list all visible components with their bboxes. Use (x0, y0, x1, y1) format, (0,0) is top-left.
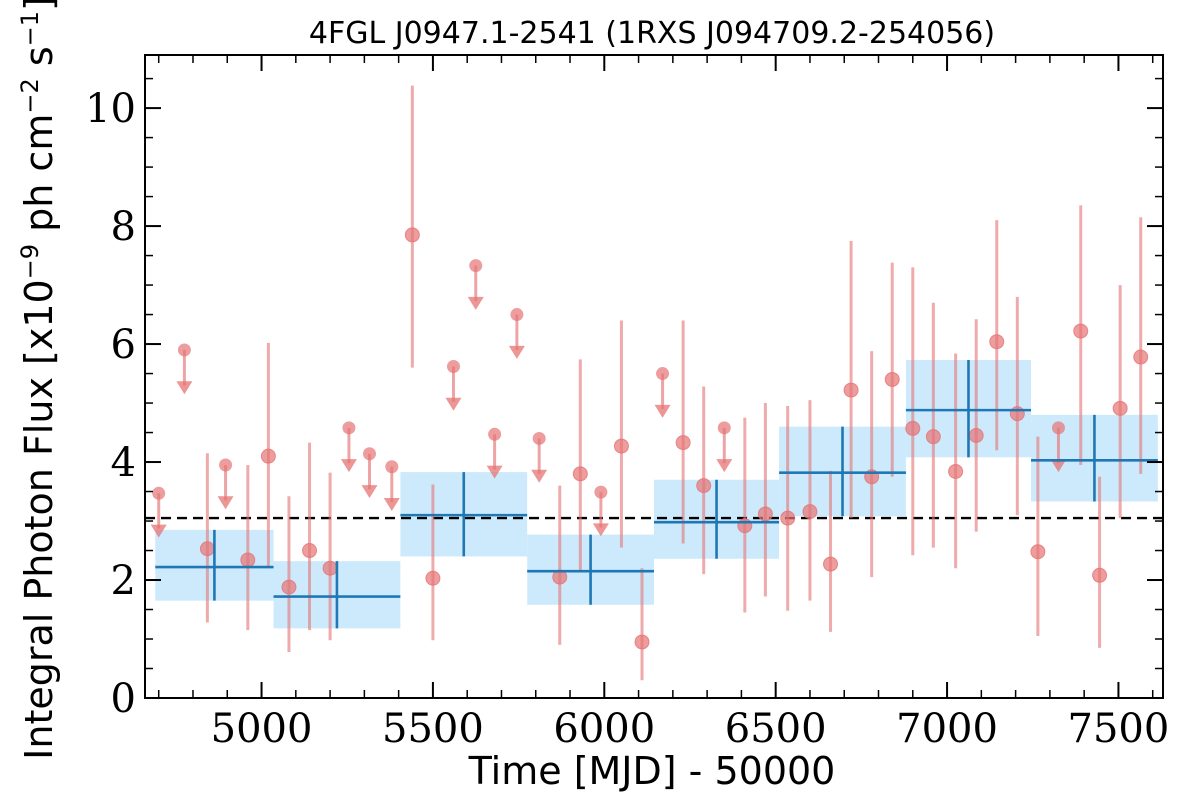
x-tick-labels: 5000 5500 6000 6500 7000 7500 (211, 706, 1170, 752)
upper-limit-markers (150, 259, 1067, 538)
flux-point (1133, 349, 1149, 365)
y-axis-title-prefix: Integral Photon Flux [x10 (17, 279, 61, 760)
upper-limit-point (177, 343, 191, 357)
upper-limit-arrow (361, 485, 378, 499)
flux-point (634, 634, 650, 650)
y-tick-label: 10 (85, 86, 136, 132)
flux-point (260, 448, 276, 464)
x-tick-label: 6000 (553, 706, 655, 752)
upper-limit-arrow (217, 496, 234, 510)
flux-point (1092, 567, 1108, 583)
y-tick-label: 6 (111, 322, 136, 368)
plot-axes (144, 54, 1164, 699)
flux-point (757, 506, 773, 522)
x-tick-label: 7000 (896, 706, 998, 752)
flux-point (802, 504, 818, 520)
upper-limit-point (510, 308, 524, 322)
y-axis-title-mid: ph cm (17, 114, 61, 244)
x-tick-label: 6500 (725, 706, 827, 752)
upper-limit-arrow (1050, 459, 1067, 473)
y-axis-title: Integral Photon Flux [x10−9 ph cm−2 s−1] (16, 0, 61, 760)
flux-point (905, 420, 921, 436)
flux-point (948, 463, 964, 479)
x-axis-title: Time [MJD] - 50000 (468, 749, 836, 793)
flux-point (1009, 406, 1025, 422)
flux-point (1112, 400, 1128, 416)
upper-limit-point (469, 259, 483, 273)
flux-point (675, 435, 691, 451)
x-tick-label: 5500 (382, 706, 484, 752)
upper-limit-point (363, 447, 377, 461)
flux-point (240, 552, 256, 568)
upper-limit-point (656, 367, 670, 381)
y-axis-title-exp2: −2 (16, 78, 44, 113)
chart-title: 4FGL J0947.1-2541 (1RXS J094709.2-254056… (309, 16, 995, 51)
flux-point (613, 438, 629, 454)
upper-limit-arrow (716, 459, 733, 473)
upper-limit-arrow (508, 345, 525, 359)
upper-limit-point (446, 359, 460, 373)
upper-limit-arrow (486, 465, 503, 479)
flux-point (925, 429, 941, 445)
flux-point (780, 510, 796, 526)
upper-limit-point (385, 460, 399, 474)
flux-point (281, 579, 297, 595)
flux-error-bars (205, 85, 1143, 681)
upper-limit-arrow (176, 381, 193, 395)
upper-limit-point (488, 427, 502, 441)
upper-limit-point (717, 421, 731, 435)
flux-point (404, 227, 420, 243)
upper-limit-point (152, 486, 166, 500)
flux-point (989, 334, 1005, 350)
y-axis-title-exp1: −9 (16, 244, 44, 279)
x-tick-label: 5000 (211, 706, 313, 752)
binned-flux-crosses (155, 359, 1158, 629)
flux-point (884, 371, 900, 387)
upper-limit-arrow (150, 524, 167, 538)
flux-point (199, 541, 215, 557)
y-tick-label: 8 (111, 204, 136, 250)
y-tick-label: 0 (111, 676, 136, 722)
upper-limit-arrow (592, 523, 609, 537)
plot-frame (144, 54, 1164, 699)
y-tick-label: 4 (111, 440, 136, 486)
upper-limit-arrow (654, 404, 671, 418)
upper-limit-arrow (340, 459, 357, 473)
upper-limit-arrow (383, 498, 400, 512)
binned-flux-bands (155, 359, 1158, 629)
flux-point (572, 466, 588, 482)
upper-limit-arrow (531, 469, 548, 483)
flux-point (823, 556, 839, 572)
flux-point (322, 560, 338, 576)
upper-limit-point (219, 458, 233, 472)
upper-limit-arrow (467, 296, 484, 310)
upper-limit-point (594, 485, 608, 499)
upper-limit-point (342, 421, 356, 435)
flux-point (1073, 323, 1089, 339)
flux-point (302, 543, 318, 559)
upper-limit-arrow (445, 397, 462, 411)
flux-points (199, 227, 1149, 650)
y-tick-label: 2 (111, 558, 136, 604)
flux-point (1030, 544, 1046, 560)
y-tick-labels: 0 2 4 6 8 10 (85, 86, 136, 722)
flux-point (425, 570, 441, 586)
flux-point (843, 382, 859, 398)
upper-limit-point (1051, 421, 1065, 435)
flux-point (737, 518, 753, 534)
upper-limit-point (532, 431, 546, 445)
y-axis-title-mid2: s (17, 46, 61, 78)
y-axis-title-exp3: −1 (16, 11, 44, 46)
x-tick-label: 7500 (1068, 706, 1170, 752)
flux-point (696, 478, 712, 494)
y-axis-title-suffix: ] (17, 0, 61, 11)
flux-point (968, 427, 984, 443)
